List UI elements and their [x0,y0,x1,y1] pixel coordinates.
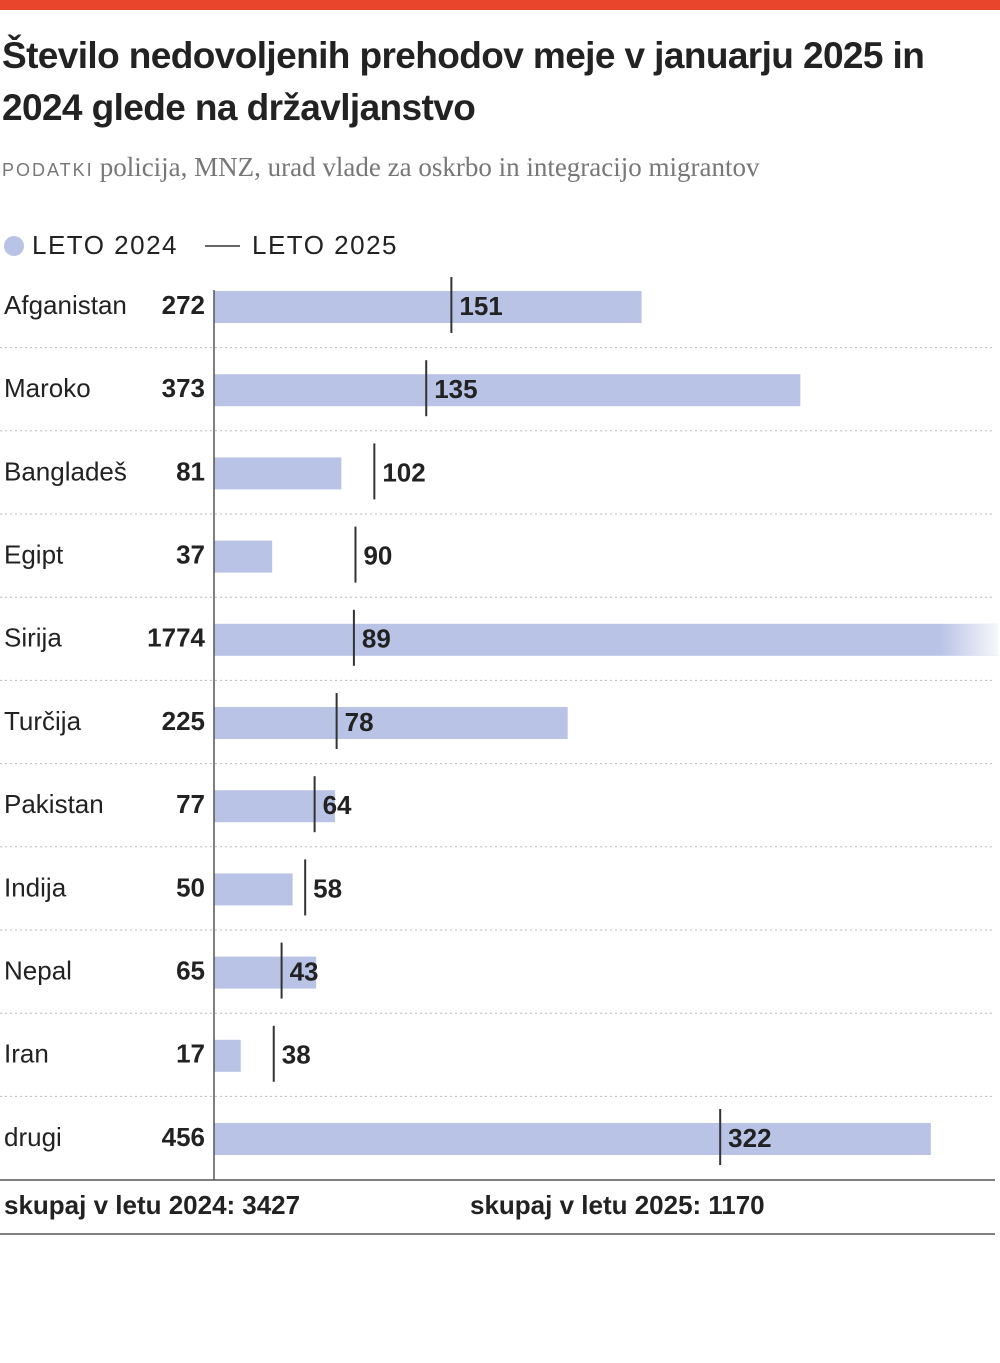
chart-title: Število nedovoljenih prehodov meje v jan… [2,35,925,128]
value-label-2024: 37 [176,539,205,569]
bar [214,540,273,573]
value-label-2025: 43 [290,956,319,986]
category-label: Pakistan [4,789,104,819]
value-label-2024: 225 [162,706,205,736]
value-label-2025: 102 [382,457,425,487]
value-label-2025: 78 [345,707,374,737]
value-label-2024: 373 [162,373,205,403]
bar [214,457,342,490]
value-label-2024: 81 [176,456,205,486]
value-label-2024: 77 [176,789,205,819]
bar [214,790,336,823]
value-label-2025: 135 [434,374,477,404]
category-label: Indija [4,872,67,902]
total-label: skupaj v letu 2025: [470,1190,701,1220]
value-label-2025: 89 [362,624,391,654]
legend-label: LETO 2025 [252,230,398,260]
category-label: Sirija [4,623,62,653]
legend-swatch [4,236,24,256]
plot-area [214,291,998,1155]
source-text: policija, MNZ, urad vlade za oskrbo in i… [99,152,760,182]
total-value: 1170 [708,1190,764,1220]
category-label: Egipt [4,539,64,569]
bar [214,374,801,407]
value-label-2025: 64 [323,790,352,820]
source: PODATKI policija, MNZ, urad vlade za oskr… [2,152,760,183]
value-label-2025: 90 [363,540,392,570]
value-label-2024: 456 [162,1122,205,1152]
value-label-2025: 38 [282,1040,311,1070]
value-label-2025: 322 [728,1123,771,1153]
value-label-2024: 1774 [147,623,205,653]
value-label-2025: 151 [459,291,502,321]
value-label-2024: 17 [176,1039,205,1069]
value-label-2024: 272 [162,290,205,320]
top-bar [0,0,1000,10]
bar [214,1123,931,1155]
bar [214,623,998,656]
category-label: Nepal [4,955,72,985]
bar-break [940,623,1000,656]
bar [214,956,317,989]
value-label-2024: 50 [176,872,205,902]
bar [214,873,293,906]
category-label: Bangladeš [4,456,127,486]
category-label: Afganistan [4,290,127,320]
bar [214,707,568,739]
total-value: 3427 [242,1190,300,1220]
category-label: Iran [4,1039,49,1069]
value-label-2025: 58 [313,873,342,903]
category-label: Maroko [4,373,91,403]
bar [214,1039,241,1072]
category-label: drugi [4,1122,62,1152]
category-label: Turčija [4,706,82,736]
source-label: PODATKI [2,160,94,180]
legend-label: LETO 2024 [32,230,178,260]
total-label: skupaj v letu 2024: [4,1190,235,1220]
bar [214,291,642,323]
value-label-2024: 65 [176,955,205,985]
